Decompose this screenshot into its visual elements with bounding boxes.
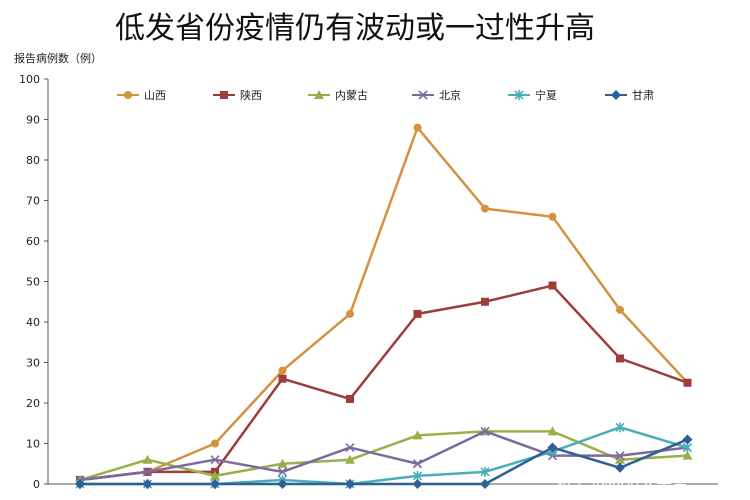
data-point — [683, 378, 692, 387]
data-point — [682, 434, 693, 445]
data-point — [412, 479, 423, 489]
data-point — [616, 354, 624, 363]
legend-item-1: 陕西 — [213, 88, 262, 102]
series-1 — [76, 281, 692, 484]
data-point — [548, 281, 557, 290]
data-point — [547, 442, 558, 453]
legend-marker — [611, 90, 621, 100]
series-line — [79, 284, 688, 482]
legend: 山西 陕西 内蒙古 北京 宁夏 甘肃 — [117, 88, 654, 102]
y-tick-label: 30 — [26, 357, 40, 370]
data-point — [210, 479, 220, 489]
legend-item-2: 内蒙古 — [308, 88, 368, 102]
y-axis-label: 报告病例数（例） — [14, 51, 102, 65]
legend-label: 甘肃 — [632, 89, 654, 102]
legend-marker — [514, 90, 524, 100]
legend-label: 宁夏 — [535, 88, 557, 102]
data-point — [142, 467, 153, 477]
data-point — [412, 459, 423, 469]
data-point — [547, 426, 558, 436]
y-tick-label: 40 — [26, 316, 40, 329]
legend-item-3: 北京 — [412, 88, 461, 102]
y-tick-label: 0 — [33, 478, 40, 491]
data-point — [210, 455, 220, 465]
y-tick-label: 70 — [26, 195, 40, 208]
data-point — [211, 439, 219, 448]
legend-marker — [124, 91, 132, 99]
data-point — [616, 305, 624, 314]
legend-marker — [314, 90, 324, 99]
data-point — [346, 394, 354, 403]
data-point — [480, 426, 490, 436]
data-point — [345, 442, 355, 453]
data-point — [480, 479, 490, 489]
legend-item-5: 甘肃 — [605, 89, 654, 102]
data-point — [278, 374, 287, 383]
axes: 0 10 20 30 40 50 60 70 80 90 100 — [19, 73, 718, 491]
chart-title: 低发省份疫情仍有波动或一过性升高 — [115, 11, 595, 46]
series-line — [79, 126, 689, 482]
legend-label: 内蒙古 — [335, 88, 368, 102]
data-point — [615, 462, 625, 473]
data-point — [277, 467, 288, 477]
y-tick-label: 50 — [26, 276, 40, 289]
legend-item-0: 山西 — [117, 89, 166, 102]
data-point — [142, 479, 153, 489]
legend-marker — [220, 91, 228, 99]
series-0 — [76, 123, 692, 484]
series-line — [80, 438, 688, 486]
y-tick-label: 10 — [26, 438, 40, 451]
y-tick-label: 20 — [26, 397, 40, 410]
legend-label: 陕西 — [240, 88, 262, 102]
y-tick-label: 90 — [26, 114, 40, 127]
data-point — [75, 479, 85, 489]
data-point — [142, 454, 153, 464]
data-point — [480, 466, 490, 477]
legend-item-4: 宁夏 — [508, 88, 557, 102]
data-point — [481, 297, 489, 306]
legend-label: 山西 — [144, 89, 166, 102]
series-line — [79, 430, 688, 482]
data-point — [615, 422, 625, 433]
data-point — [413, 123, 422, 132]
data-point — [615, 451, 625, 461]
y-tick-label: 100 — [19, 73, 40, 86]
y-tick-label: 80 — [26, 154, 40, 167]
data-point — [345, 479, 355, 489]
data-point — [615, 454, 625, 464]
data-point — [345, 454, 355, 464]
data-point — [481, 204, 489, 213]
data-point — [346, 309, 354, 318]
data-point — [210, 470, 220, 480]
data-point — [548, 212, 557, 221]
series-5 — [75, 434, 693, 489]
y-tick-label: 60 — [26, 235, 40, 248]
data-point — [278, 366, 287, 375]
legend-label: 北京 — [439, 88, 461, 102]
series-group — [75, 123, 693, 489]
data-point — [413, 309, 422, 318]
series-line — [79, 430, 688, 482]
data-point — [277, 479, 288, 489]
watermark: 知乎 @养殖大学堂 — [555, 472, 688, 491]
data-point — [412, 430, 423, 440]
data-point — [682, 450, 693, 460]
data-point — [277, 458, 288, 468]
legend-marker — [418, 90, 428, 100]
